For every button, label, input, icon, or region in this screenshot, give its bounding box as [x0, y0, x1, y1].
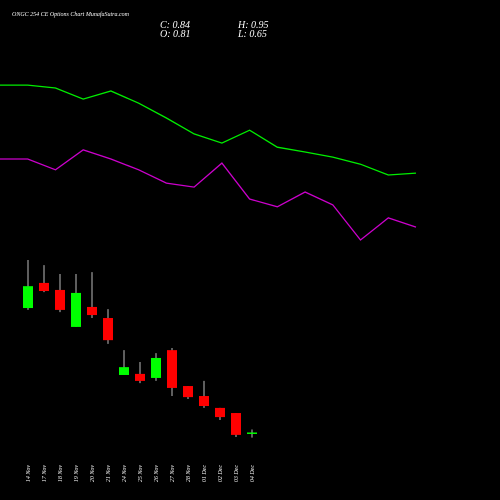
x-tick-label: 03 Dec: [234, 465, 240, 482]
candle-body: [119, 367, 129, 375]
candle-body: [231, 413, 241, 435]
candle-body: [167, 350, 177, 388]
x-tick-label: 27 Nov: [170, 465, 176, 483]
candle-body: [55, 289, 65, 310]
candle-body: [183, 386, 193, 398]
x-tick-label: 19 Nov: [74, 465, 80, 483]
candle-body: [71, 292, 81, 327]
x-tick-label: 18 Nov: [58, 465, 64, 483]
candle-body: [135, 373, 145, 381]
candle-body: [199, 396, 209, 407]
candle-body: [151, 357, 161, 378]
x-tick-label: 28 Nov: [186, 465, 192, 483]
x-tick-label: 26 Nov: [154, 465, 160, 483]
close-label: C: 0.84: [160, 20, 190, 31]
x-tick-label: 24 Nov: [121, 465, 128, 483]
x-tick-label: 01 Dec: [202, 465, 208, 482]
x-tick-label: 17 Nov: [42, 465, 48, 483]
candle-body: [87, 306, 97, 316]
open-label: O: 0.81: [160, 29, 191, 40]
high-label: H: 0.95: [237, 20, 269, 31]
candle-body: [103, 318, 113, 341]
indicator-line: [0, 84, 417, 176]
candle-body: [39, 282, 49, 292]
candle-body: [247, 432, 257, 434]
x-tick-label: 14 Nov: [25, 465, 32, 483]
chart-title: ONGC 254 CE Options Chart MunafaSutra.co…: [12, 11, 130, 18]
x-tick-label: 25 Nov: [138, 465, 144, 483]
indicator-line: [0, 149, 417, 241]
x-tick-label: 20 Nov: [90, 465, 96, 483]
x-tick-label: 21 Nov: [106, 465, 112, 483]
low-label: L: 0.65: [237, 29, 267, 40]
x-tick-label: 04 Dec: [249, 465, 256, 482]
candle-body: [23, 286, 33, 309]
x-tick-label: 02 Dec: [218, 465, 224, 482]
candle-body: [215, 407, 225, 418]
